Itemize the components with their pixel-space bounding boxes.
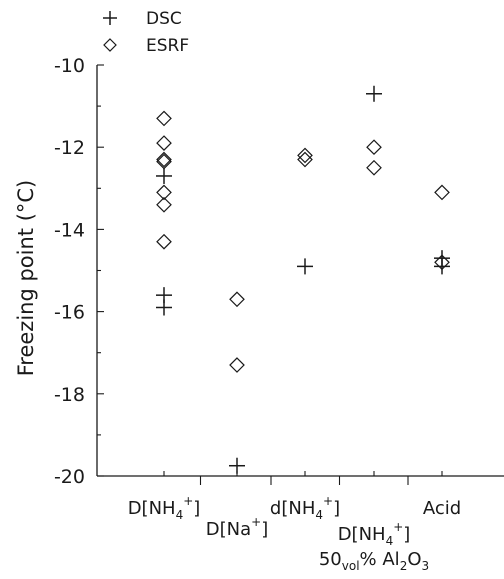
esrf-point bbox=[156, 184, 172, 201]
esrf-point bbox=[434, 184, 450, 201]
dsc-point bbox=[297, 258, 313, 275]
dsc-point bbox=[156, 167, 172, 184]
chart-legend: DSC ESRF bbox=[103, 9, 189, 56]
y-tick-label: -20 bbox=[54, 466, 85, 488]
esrf-point bbox=[366, 159, 382, 176]
y-tick-label: -12 bbox=[54, 137, 85, 159]
y-tick-label: -14 bbox=[54, 219, 85, 241]
esrf-point bbox=[156, 233, 172, 250]
esrf-point bbox=[156, 153, 172, 170]
esrf-point bbox=[156, 151, 172, 168]
esrf-point bbox=[229, 291, 245, 308]
esrf-point bbox=[156, 135, 172, 151]
esrf-point bbox=[366, 139, 382, 156]
x-category-label: D[NH4​+​] bbox=[338, 520, 411, 548]
esrf-point bbox=[103, 38, 117, 52]
x-category-label: Acid bbox=[423, 498, 461, 519]
y-tick-label: -10 bbox=[54, 55, 85, 77]
chart-axes: -20-18-16-14-12-10D[NH4​+​]D[Na+​]d[NH4​… bbox=[54, 55, 504, 573]
chart-marks bbox=[156, 85, 450, 474]
esrf-point bbox=[156, 110, 172, 127]
esrf-point bbox=[229, 357, 245, 373]
dsc-point bbox=[229, 457, 245, 474]
x-category-label: d[NH4​+​] bbox=[270, 494, 340, 522]
legend-label-esrf: ESRF bbox=[146, 36, 189, 56]
dsc-point bbox=[156, 299, 172, 316]
dsc-point bbox=[366, 85, 382, 102]
esrf-point bbox=[297, 151, 313, 168]
legend-label-dsc: DSC bbox=[146, 9, 182, 29]
y-axis-title: Freezing point (°C) bbox=[14, 180, 38, 377]
x-category-label: D[Na+​] bbox=[206, 515, 268, 540]
x-category-label-line2: 50vol​% Al2​O3​ bbox=[319, 549, 429, 573]
y-tick-label: -18 bbox=[54, 384, 85, 406]
dsc-point bbox=[434, 258, 450, 275]
esrf-point bbox=[297, 147, 313, 164]
dsc-point bbox=[103, 11, 117, 25]
esrf-point bbox=[434, 254, 450, 271]
esrf-point bbox=[156, 196, 172, 213]
y-tick-label: -16 bbox=[54, 302, 85, 324]
x-category-label: D[NH4​+​] bbox=[128, 494, 201, 522]
